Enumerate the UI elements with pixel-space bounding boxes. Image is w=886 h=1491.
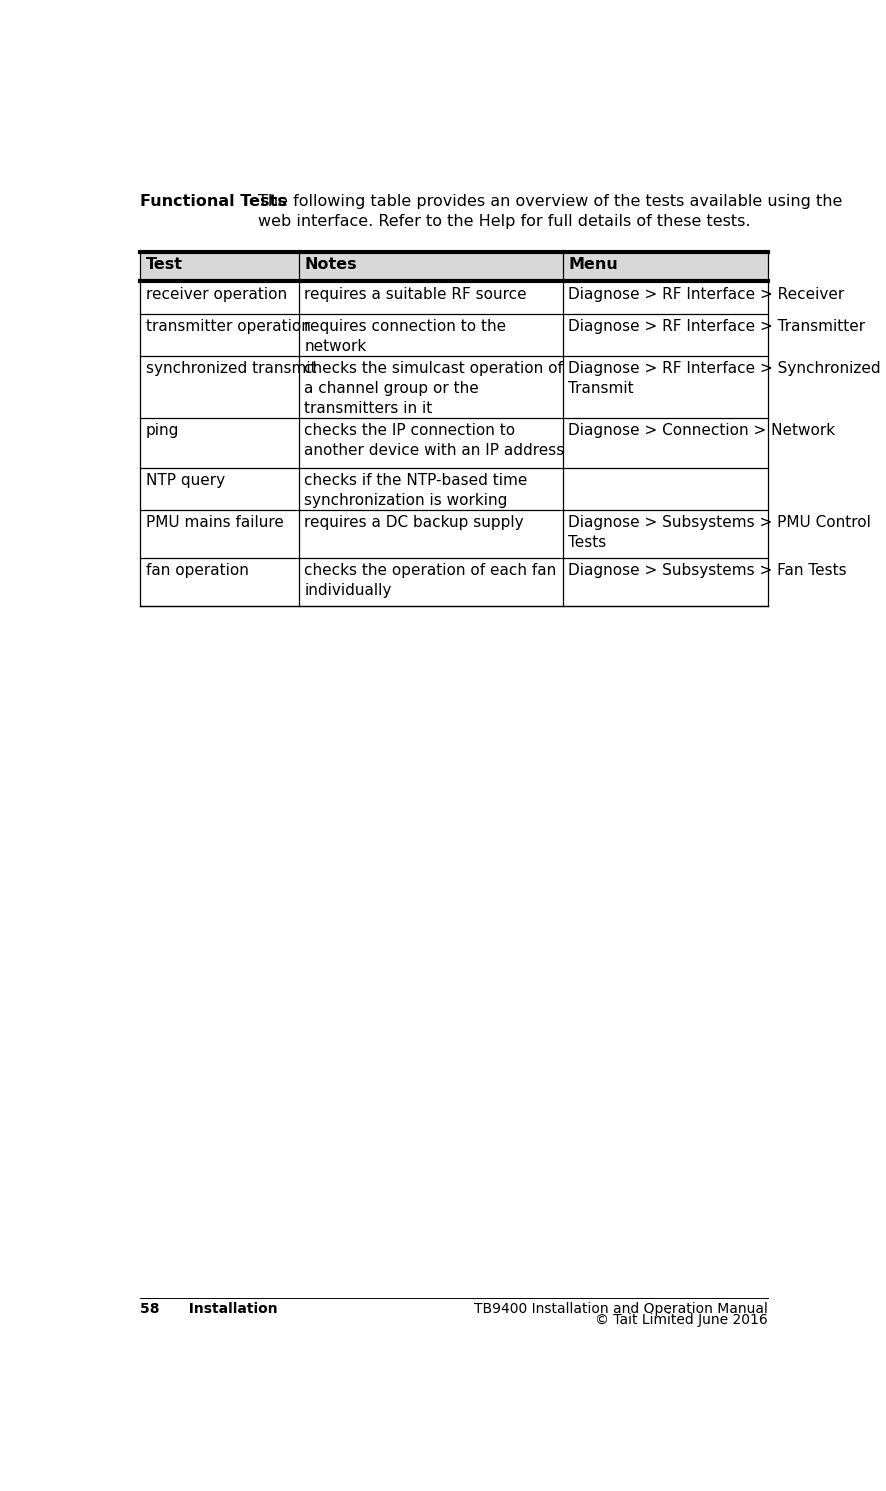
Text: transmitter operation: transmitter operation	[145, 319, 310, 334]
Text: Notes: Notes	[305, 258, 357, 273]
Text: 58      Installation: 58 Installation	[140, 1302, 278, 1315]
Text: Menu: Menu	[568, 258, 618, 273]
Text: The following table provides an overview of the tests available using the
web in: The following table provides an overview…	[258, 194, 843, 230]
Text: checks the operation of each fan
individually: checks the operation of each fan individ…	[305, 564, 556, 598]
Text: checks the simulcast operation of
a channel group or the
transmitters in it: checks the simulcast operation of a chan…	[305, 361, 563, 416]
Text: fan operation: fan operation	[145, 564, 248, 579]
Text: Diagnose > RF Interface > Transmitter: Diagnose > RF Interface > Transmitter	[568, 319, 865, 334]
Text: Functional Tests: Functional Tests	[140, 194, 287, 209]
Text: Diagnose > RF Interface > Receiver: Diagnose > RF Interface > Receiver	[568, 286, 844, 301]
Text: ping: ping	[145, 423, 179, 438]
Text: PMU mains failure: PMU mains failure	[145, 516, 284, 531]
Text: requires a suitable RF source: requires a suitable RF source	[305, 286, 527, 301]
Text: receiver operation: receiver operation	[145, 286, 287, 301]
Text: requires a DC backup supply: requires a DC backup supply	[305, 516, 525, 531]
Text: synchronized transmit: synchronized transmit	[145, 361, 316, 376]
Text: TB9400 Installation and Operation Manual: TB9400 Installation and Operation Manual	[474, 1302, 768, 1315]
Text: Test: Test	[145, 258, 183, 273]
Text: Diagnose > Subsystems > Fan Tests: Diagnose > Subsystems > Fan Tests	[568, 564, 847, 579]
Text: checks the IP connection to
another device with an IP address: checks the IP connection to another devi…	[305, 423, 564, 458]
Text: Diagnose > RF Interface > Synchronized
Transmit: Diagnose > RF Interface > Synchronized T…	[568, 361, 881, 397]
Bar	[140, 252, 768, 282]
Text: Diagnose > Subsystems > PMU Control
Tests: Diagnose > Subsystems > PMU Control Test…	[568, 516, 871, 550]
Text: © Tait Limited June 2016: © Tait Limited June 2016	[595, 1314, 768, 1327]
Text: checks if the NTP-based time
synchronization is working: checks if the NTP-based time synchroniza…	[305, 473, 528, 508]
Text: Diagnose > Connection > Network: Diagnose > Connection > Network	[568, 423, 835, 438]
Text: requires connection to the
network: requires connection to the network	[305, 319, 507, 353]
Text: NTP query: NTP query	[145, 473, 225, 488]
